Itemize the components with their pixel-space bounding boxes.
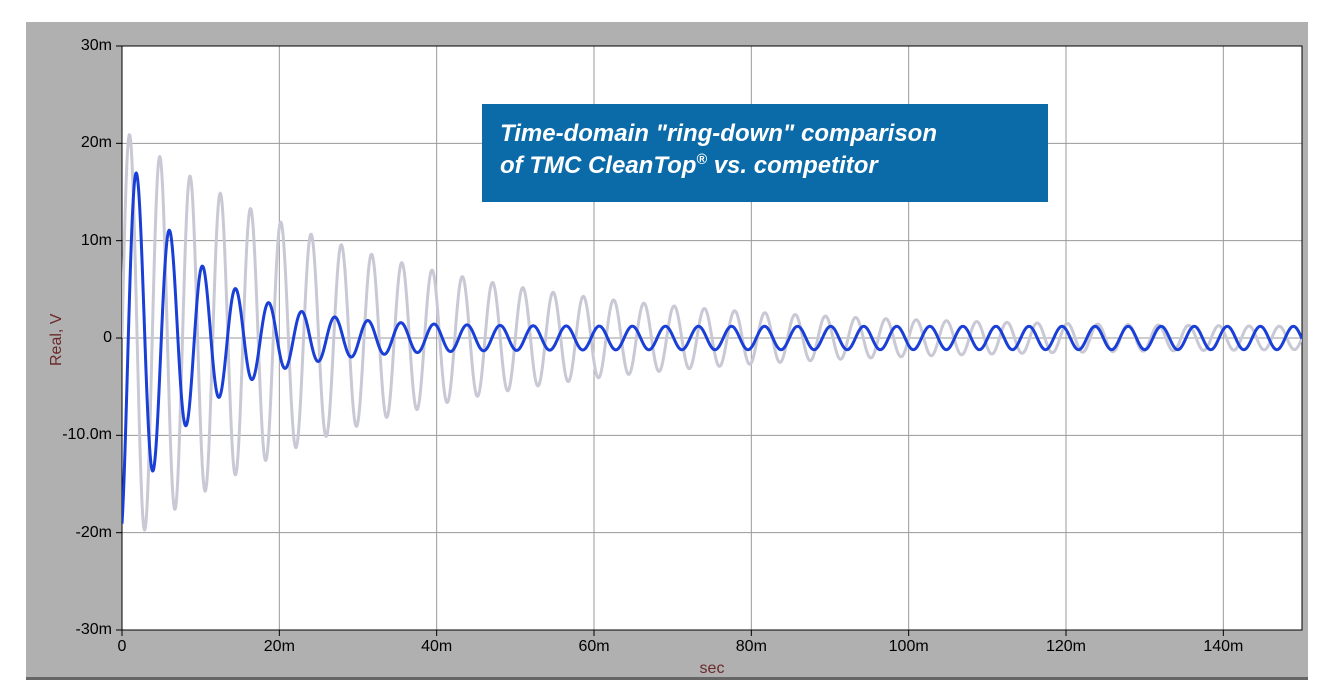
y-tick-label: -30m	[76, 621, 112, 639]
caption-line-2-pre: of TMC CleanTop	[500, 152, 696, 179]
y-tick-label: -10.0m	[62, 426, 112, 444]
x-tick-label: 60m	[578, 638, 609, 656]
x-tick-label: 40m	[421, 638, 452, 656]
chart-container: Real, V sec 0 20m 40m 60m 80m 100m 120m 140m -30…	[0, 0, 1333, 687]
registered-mark-icon: ®	[696, 152, 707, 168]
y-tick-label: 30m	[81, 37, 112, 55]
x-tick-label: 120m	[1046, 638, 1086, 656]
x-tick-label: 100m	[889, 638, 929, 656]
y-tick-label: -20m	[76, 524, 112, 542]
caption-box: Time-domain "ring-down" comparison of TM…	[482, 104, 1048, 202]
x-tick-label: 0	[118, 638, 127, 656]
y-tick-label: 0	[103, 329, 112, 347]
x-tick-label: 80m	[736, 638, 767, 656]
y-axis-label: Real, V	[48, 314, 66, 366]
y-tick-label: 20m	[81, 134, 112, 152]
x-tick-label: 20m	[264, 638, 295, 656]
series-tmc	[122, 173, 1302, 524]
y-tick-label: 10m	[81, 232, 112, 250]
caption-line-2: of TMC CleanTop® vs. competitor	[500, 150, 1030, 182]
caption-line-2-post: vs. competitor	[707, 152, 878, 179]
x-tick-label: 140m	[1203, 638, 1243, 656]
caption-line-1: Time-domain "ring-down" comparison	[500, 118, 1030, 150]
x-axis-label: sec	[700, 660, 725, 678]
